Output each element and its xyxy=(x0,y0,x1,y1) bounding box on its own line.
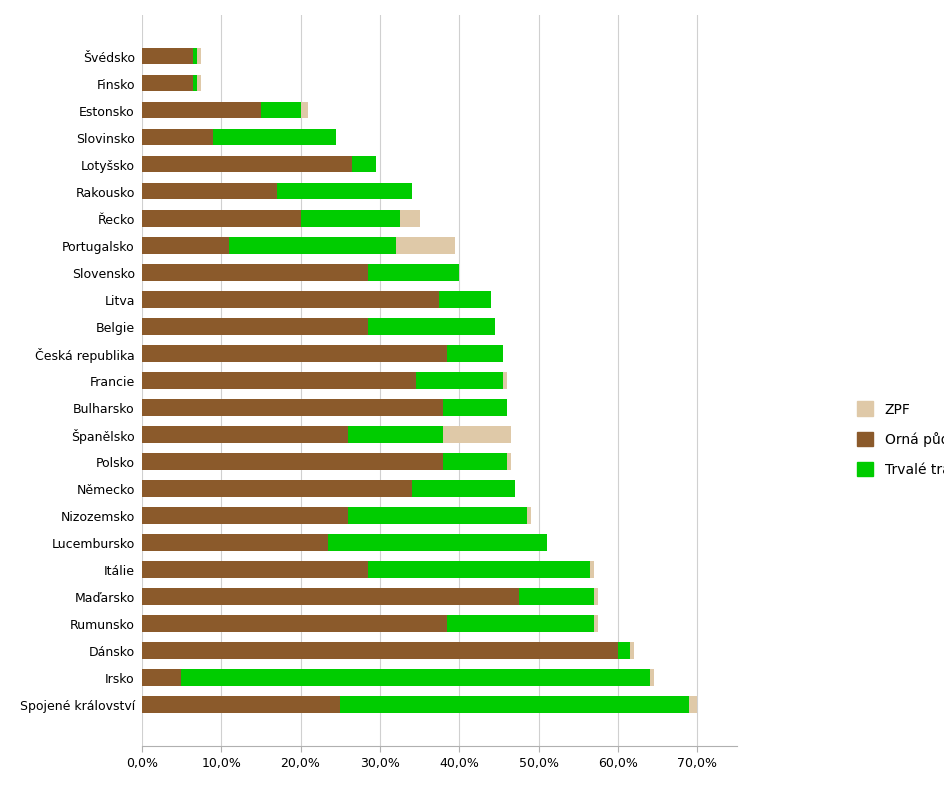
Bar xyxy=(142,265,367,282)
Bar xyxy=(142,103,308,119)
Bar xyxy=(447,616,594,632)
Bar xyxy=(142,400,443,416)
Bar xyxy=(367,561,590,577)
Bar xyxy=(142,49,201,66)
Bar xyxy=(142,157,376,173)
Bar xyxy=(142,346,447,362)
Bar xyxy=(347,508,526,524)
Bar xyxy=(142,616,598,632)
Bar xyxy=(347,427,443,443)
Bar xyxy=(142,319,367,335)
Bar xyxy=(142,642,617,658)
Bar xyxy=(142,670,181,686)
Bar xyxy=(142,76,201,92)
Bar xyxy=(447,346,502,362)
Bar xyxy=(142,157,352,173)
Bar xyxy=(142,265,459,282)
Bar xyxy=(439,292,491,308)
Bar xyxy=(142,292,491,308)
Bar xyxy=(142,696,340,713)
Bar xyxy=(142,589,598,605)
Bar xyxy=(142,508,347,524)
Bar xyxy=(142,184,277,200)
Bar xyxy=(142,49,194,66)
Bar xyxy=(142,454,443,470)
Bar xyxy=(142,373,506,389)
Bar xyxy=(142,642,633,658)
Bar xyxy=(142,561,367,577)
Bar xyxy=(617,642,630,658)
Bar xyxy=(261,103,300,119)
Bar xyxy=(142,400,506,416)
Bar xyxy=(142,211,300,227)
Bar xyxy=(142,103,261,119)
Bar xyxy=(194,76,197,92)
Bar xyxy=(300,211,399,227)
Bar xyxy=(367,319,495,335)
Bar xyxy=(142,292,439,308)
Bar xyxy=(367,265,459,282)
Bar xyxy=(142,130,336,146)
Bar xyxy=(142,373,415,389)
Bar xyxy=(277,184,412,200)
Bar xyxy=(142,535,328,551)
Bar xyxy=(181,670,649,686)
Bar xyxy=(340,696,689,713)
Bar xyxy=(142,211,419,227)
Bar xyxy=(415,373,502,389)
Bar xyxy=(142,616,447,632)
Bar xyxy=(142,346,502,362)
Bar xyxy=(142,589,518,605)
Bar xyxy=(142,696,697,713)
Bar xyxy=(142,535,546,551)
Bar xyxy=(142,238,455,254)
Bar xyxy=(142,319,495,335)
Bar xyxy=(213,130,336,146)
Bar xyxy=(142,454,511,470)
Bar xyxy=(142,184,412,200)
Bar xyxy=(142,508,531,524)
Bar xyxy=(142,427,511,443)
Bar xyxy=(142,480,514,497)
Bar xyxy=(142,480,412,497)
Bar xyxy=(194,49,197,66)
Bar xyxy=(518,589,594,605)
Bar xyxy=(142,238,228,254)
Bar xyxy=(142,670,653,686)
Bar xyxy=(142,427,347,443)
Bar xyxy=(443,400,506,416)
Bar xyxy=(328,535,546,551)
Bar xyxy=(412,480,514,497)
Legend: ZPF, Orná půda, Trvalé travní porosty: ZPF, Orná půda, Trvalé travní porosty xyxy=(851,396,944,482)
Bar xyxy=(443,454,506,470)
Bar xyxy=(352,157,376,173)
Bar xyxy=(142,130,213,146)
Bar xyxy=(142,76,194,92)
Bar xyxy=(142,561,594,577)
Bar xyxy=(228,238,396,254)
